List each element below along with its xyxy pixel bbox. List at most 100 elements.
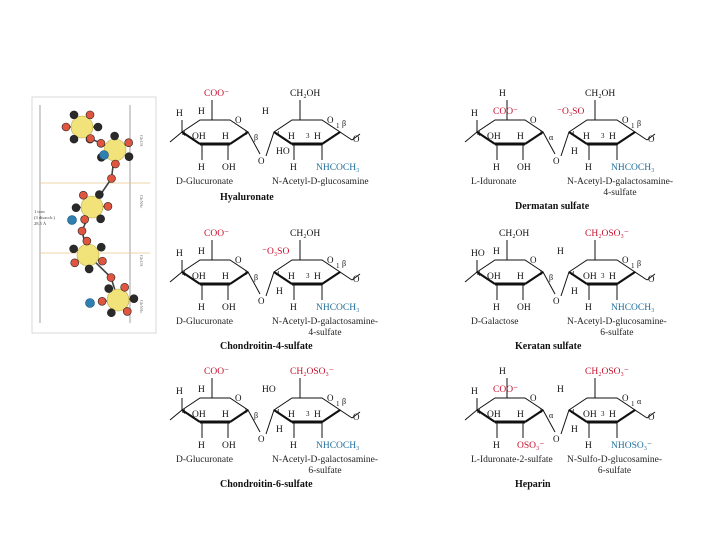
- monosaccharide-2-caption: N-Acetyl-D-glucosamine: [272, 177, 369, 188]
- caption-line: N-Acetyl-D-glucosamine: [272, 177, 369, 187]
- model-atom: [107, 308, 116, 318]
- ring2-bottom-left: H: [585, 441, 592, 451]
- monosaccharide-1-caption: L-Iduronate-2-sulfate: [471, 455, 553, 465]
- bond-line: [476, 131, 496, 145]
- ring2-h-label: OH: [583, 410, 597, 420]
- ring2-c1-number: 1: [631, 400, 635, 408]
- ring2-c1-number: 1: [336, 400, 340, 408]
- model-atom: [86, 134, 95, 143]
- bond-line: [616, 131, 636, 145]
- ring2-h-label: OH: [583, 272, 597, 282]
- ring-oxygen: O: [235, 115, 242, 125]
- ring1-oh-label: OH: [192, 272, 206, 282]
- bond-line: [273, 131, 293, 145]
- ring2-left-substituent: ⁻O₃SO: [557, 107, 584, 117]
- ring2-c3-substituent: HO: [276, 147, 290, 157]
- ring1-c5-substituent: COO⁻: [204, 367, 229, 377]
- bond-line: [568, 409, 588, 423]
- bond-line: [634, 409, 648, 419]
- ring2-linkage-symbol: α: [637, 397, 642, 406]
- ring1-linkage-symbol: α: [549, 133, 554, 142]
- bond-line: [265, 271, 275, 297]
- ring2-amino-substituent: NHCOCH₃: [316, 303, 359, 313]
- ring2-c6-substituent: CH₂OSO₃⁻: [585, 229, 629, 239]
- glycosidic-oxygen: O: [258, 296, 265, 306]
- caption-line: N-Sulfo-D-glucosamine-: [567, 455, 662, 465]
- ring1-c5-substituent: COO⁻: [204, 229, 229, 239]
- turn-label-2: (3 disacch.): [34, 215, 55, 220]
- ring-oxygen: O: [235, 255, 242, 265]
- glycosidic-oxygen: O: [258, 434, 265, 444]
- ring1-h-label: H: [222, 132, 229, 142]
- bond-line: [169, 409, 183, 421]
- ring1-upper-substituent: H: [493, 247, 500, 257]
- model-atom: [111, 159, 120, 169]
- caption-line: 6-sulfate: [600, 328, 634, 338]
- model-atom: [107, 174, 116, 183]
- monosaccharide-1-caption: L-Iduronate: [471, 177, 517, 187]
- monosaccharide-1-caption: D-Glucuronate: [176, 177, 233, 187]
- ring2-amino-substituent: NHOSO₃⁻: [611, 441, 652, 451]
- bond-line: [321, 131, 341, 145]
- bond-line: [616, 409, 636, 423]
- bond-line: [181, 271, 201, 285]
- glycosaminoglycan-name: Hyaluronate: [220, 192, 274, 203]
- bond-line: [181, 409, 201, 423]
- bond-line: [339, 271, 353, 281]
- monosaccharide-2-caption: N-Acetyl-D-glucosamine- 6-sulfate: [567, 317, 667, 339]
- ring1-bottom-left: H: [198, 303, 205, 313]
- ring2-c1-number: 1: [631, 262, 635, 270]
- ring1-bottom-left: H: [198, 163, 205, 173]
- ring1-c1-number: 1: [539, 269, 543, 277]
- ring1-bottom-right: OH: [222, 163, 236, 173]
- bond-line: [464, 409, 478, 421]
- ring2-h-label: H: [583, 132, 590, 142]
- monosaccharide-2-caption: N-Acetyl-D-galactosamine- 6-sulfate: [272, 455, 378, 477]
- ring2-c3-number: 3: [306, 410, 310, 418]
- ring2-c3-substituent: H: [571, 425, 578, 435]
- ring1-left-substituent: H: [176, 249, 183, 259]
- model-atom: [71, 203, 81, 212]
- model-atom: [97, 297, 107, 306]
- caption-line: 4-sulfate: [603, 188, 637, 198]
- model-atom: [80, 195, 104, 219]
- bond-line: [247, 131, 261, 155]
- ring1-upper-substituent: H: [198, 385, 205, 395]
- ring1-c4-number: 4: [477, 270, 481, 278]
- glycosaminoglycan-name: Keratan sulfate: [515, 341, 582, 352]
- ring2-right-h: H: [609, 132, 616, 142]
- bond-line: [321, 409, 341, 423]
- bond-line: [351, 273, 361, 281]
- ring2-bottom-left: H: [290, 303, 297, 313]
- ring1-c4-number: 4: [182, 270, 186, 278]
- model-atom: [124, 138, 133, 148]
- trailing-oxygen: O: [648, 412, 655, 422]
- ring2-c4-number: 4: [571, 408, 575, 416]
- glycosidic-oxygen: O: [553, 296, 560, 306]
- ring1-c1-number: 1: [539, 407, 543, 415]
- trailing-oxygen: O: [648, 134, 655, 144]
- model-atom: [84, 264, 94, 274]
- bond-line: [339, 409, 353, 419]
- bond-line: [265, 409, 275, 435]
- ring1-linkage-symbol: α: [549, 411, 554, 420]
- ring2-c3-number: 3: [601, 132, 605, 140]
- bond-line: [524, 409, 544, 423]
- model-atom: [85, 110, 95, 120]
- ring2-linkage-symbol: β: [342, 259, 346, 268]
- ring2-right-h: H: [314, 410, 321, 420]
- caption-line: 4-sulfate: [308, 328, 342, 338]
- bond-line: [169, 271, 183, 283]
- caption-line: N-Acetyl-D-galactosamine-: [272, 317, 379, 327]
- ring1-bottom-right: OH: [517, 163, 531, 173]
- trailing-oxygen: O: [353, 412, 360, 422]
- ring2-c6-substituent: CH₂OSO₃⁻: [290, 367, 334, 377]
- ring2-c4-number: 4: [571, 130, 575, 138]
- bond-line: [646, 273, 656, 281]
- monosaccharide-2-caption: N-Sulfo-D-glucosamine- 6-sulfate: [567, 455, 662, 477]
- ring1-bottom-left: H: [493, 303, 500, 313]
